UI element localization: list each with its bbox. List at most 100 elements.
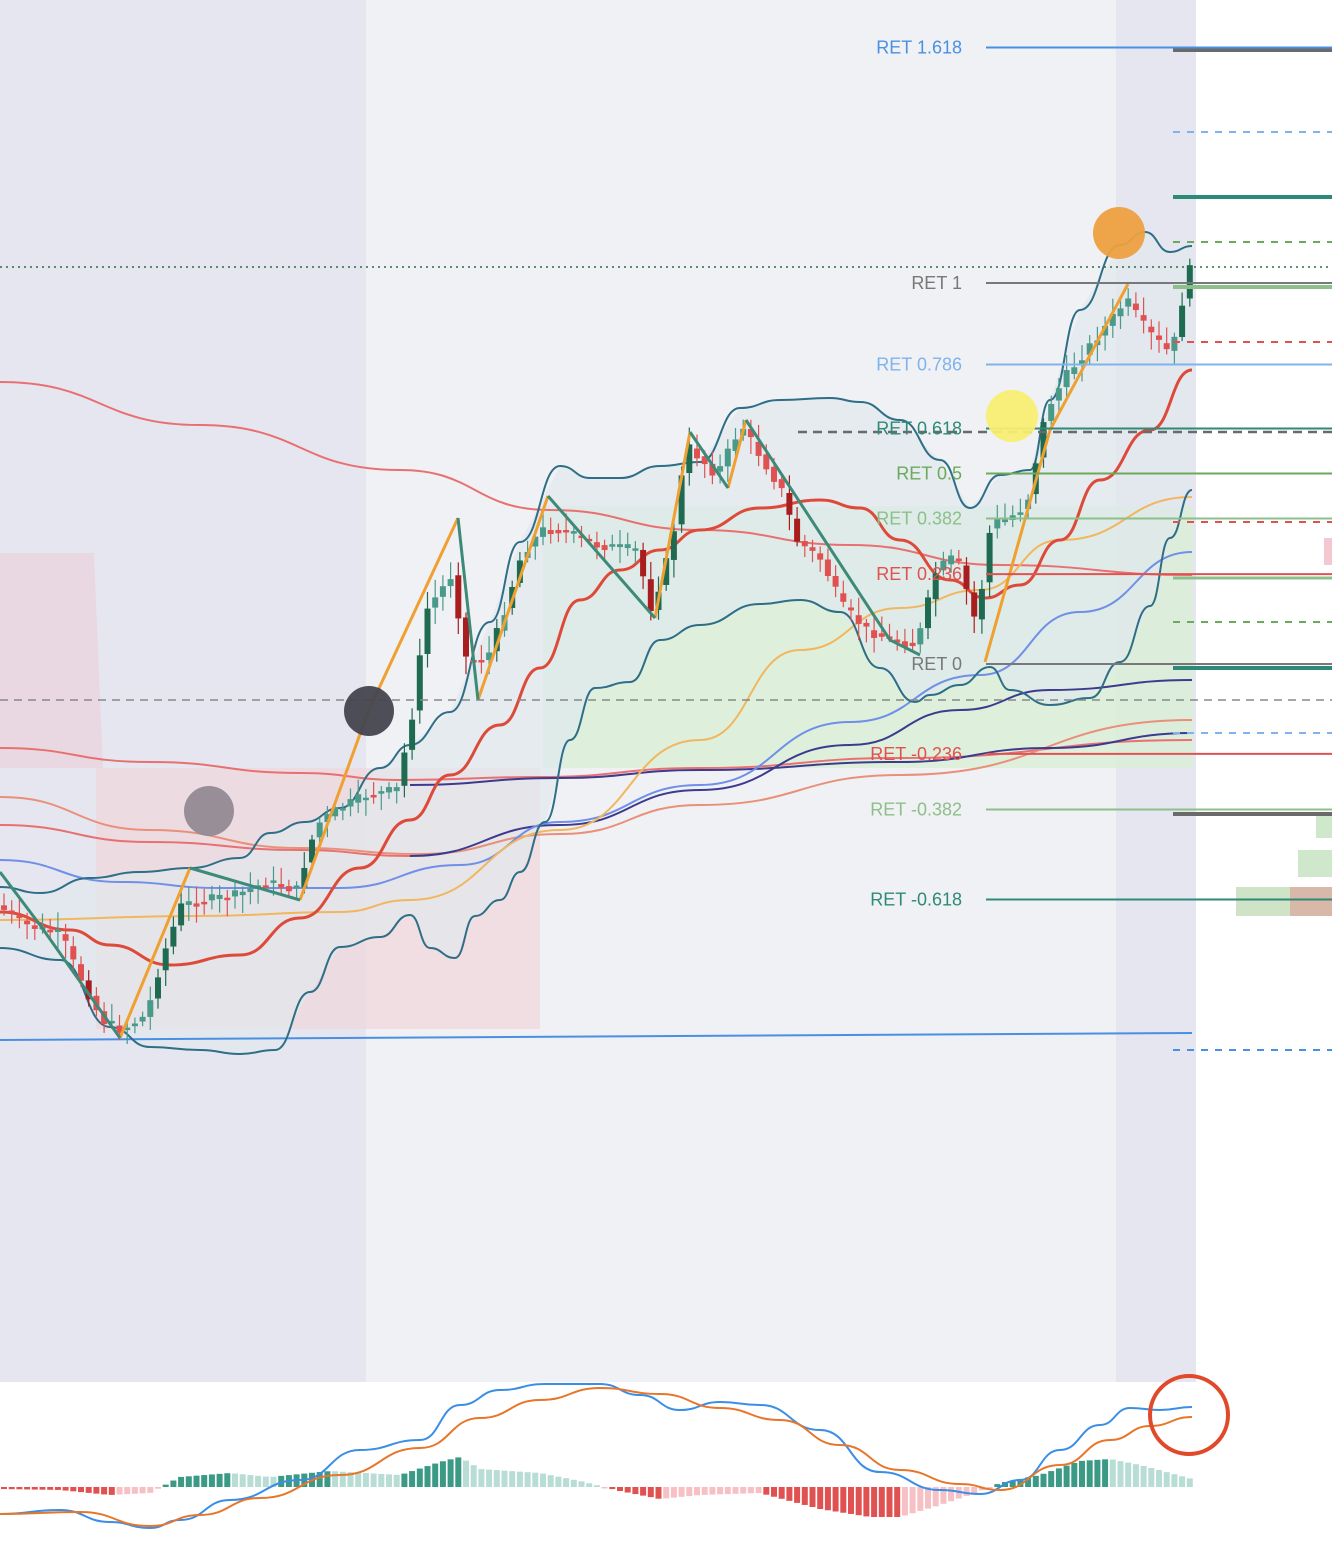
candle-body xyxy=(824,559,831,577)
candle-body xyxy=(31,925,38,929)
fib-level-label: RET 0 xyxy=(911,654,962,674)
candle-up xyxy=(393,782,400,804)
candle-up xyxy=(54,912,61,950)
candle-down xyxy=(848,599,854,621)
yellow-circle-marker xyxy=(986,390,1038,442)
candle-body xyxy=(971,592,978,617)
candle-body xyxy=(863,622,870,627)
candle-body xyxy=(47,929,54,933)
candle-body xyxy=(871,630,878,638)
candle-body xyxy=(147,1000,154,1017)
candle-body xyxy=(771,466,777,482)
candle-body xyxy=(1171,336,1178,351)
macd-histogram-bar xyxy=(732,1487,739,1494)
macd-histogram-bar xyxy=(840,1487,847,1513)
macd-histogram-bar xyxy=(416,1468,423,1487)
macd-histogram-bar xyxy=(31,1487,38,1490)
candle-body xyxy=(362,797,369,801)
macd-histogram-bar xyxy=(848,1487,854,1514)
macd-histogram-bar xyxy=(932,1487,939,1507)
macd-histogram-bar xyxy=(601,1487,608,1489)
candle-down xyxy=(31,920,38,940)
macd-histogram-bar xyxy=(193,1475,200,1487)
fib-level: RET 0 xyxy=(911,654,1332,674)
candle-up xyxy=(355,779,362,813)
macd-histogram-bar xyxy=(470,1465,477,1487)
macd-histogram-bar xyxy=(447,1459,454,1487)
macd-histogram-bar xyxy=(370,1473,377,1487)
macd-histogram-bar xyxy=(439,1461,446,1487)
candle-down xyxy=(863,618,870,643)
macd-histogram-bar xyxy=(940,1487,947,1504)
candle-body xyxy=(578,535,585,539)
candle-body xyxy=(747,429,754,438)
macd-histogram-bar xyxy=(832,1487,839,1512)
candle-up xyxy=(185,886,192,921)
candle-body xyxy=(1179,305,1186,337)
candle-up xyxy=(155,968,161,1009)
ma-line-navy-b xyxy=(409,679,1193,857)
supply-zone-left xyxy=(0,553,103,768)
candle-body xyxy=(763,454,770,470)
candle-up xyxy=(1048,395,1055,426)
candle-body xyxy=(809,547,816,551)
candle-down xyxy=(824,548,831,582)
macd-histogram-bar xyxy=(54,1487,61,1490)
candle-down xyxy=(963,557,970,605)
candle-body xyxy=(601,545,608,551)
zigzag-upswing xyxy=(983,283,1130,663)
macd-histogram-bar xyxy=(1156,1470,1162,1487)
candle-body xyxy=(108,1020,115,1024)
candle-down xyxy=(370,782,377,804)
candle-body xyxy=(1040,422,1047,458)
macd-histogram-bar xyxy=(424,1466,431,1487)
candle-up xyxy=(670,519,677,578)
candle-body xyxy=(247,888,254,893)
candle-body xyxy=(185,901,192,905)
candle-up xyxy=(131,1017,138,1034)
candle-up xyxy=(1179,292,1186,342)
candle-body xyxy=(516,560,523,583)
candle-body xyxy=(663,558,670,585)
macd-histogram-bar xyxy=(894,1487,901,1517)
candle-body xyxy=(670,531,677,560)
fib-level: RET 0.236 xyxy=(876,564,1332,584)
long-ma-line xyxy=(0,381,1193,576)
candle-up xyxy=(293,881,300,900)
fib-level: RET -0.618 xyxy=(870,889,1332,909)
candle-body xyxy=(54,929,61,932)
macd-histogram-bar xyxy=(678,1487,685,1497)
candle-body xyxy=(678,475,685,525)
candle-body xyxy=(855,615,862,624)
macd-histogram-bar xyxy=(139,1487,146,1494)
macd-histogram-bar xyxy=(116,1487,123,1495)
macd-histogram-bar xyxy=(386,1474,392,1487)
candle-body xyxy=(278,884,285,888)
candle-body xyxy=(948,555,955,565)
macd-histogram-bar xyxy=(1079,1460,1085,1487)
macd-histogram-bar xyxy=(570,1479,577,1487)
fib-level: RET -0.382 xyxy=(870,800,1332,820)
candle-body xyxy=(593,542,600,548)
candle-body xyxy=(570,531,577,534)
macd-histogram-bar xyxy=(1086,1460,1093,1487)
macd-histogram-bar xyxy=(1132,1464,1139,1487)
zigzag-upswing xyxy=(476,495,550,701)
macd-histogram-bar xyxy=(971,1487,978,1494)
macd-histogram-bar xyxy=(1071,1462,1078,1487)
candle-down xyxy=(709,451,716,485)
macd-histogram-bar xyxy=(1009,1480,1016,1487)
candle-down xyxy=(201,888,208,915)
macd-histogram-bar xyxy=(925,1487,931,1509)
candle-body xyxy=(393,787,400,792)
macd-histogram-bar xyxy=(62,1487,69,1491)
macd-histogram-bar xyxy=(763,1487,770,1495)
candle-body xyxy=(324,814,331,823)
macd-histogram-bar xyxy=(670,1487,677,1498)
macd-histogram-bar xyxy=(155,1487,161,1489)
candle-body xyxy=(1002,519,1008,523)
side-box xyxy=(1236,887,1290,916)
macd-histogram-bar xyxy=(1125,1462,1132,1487)
